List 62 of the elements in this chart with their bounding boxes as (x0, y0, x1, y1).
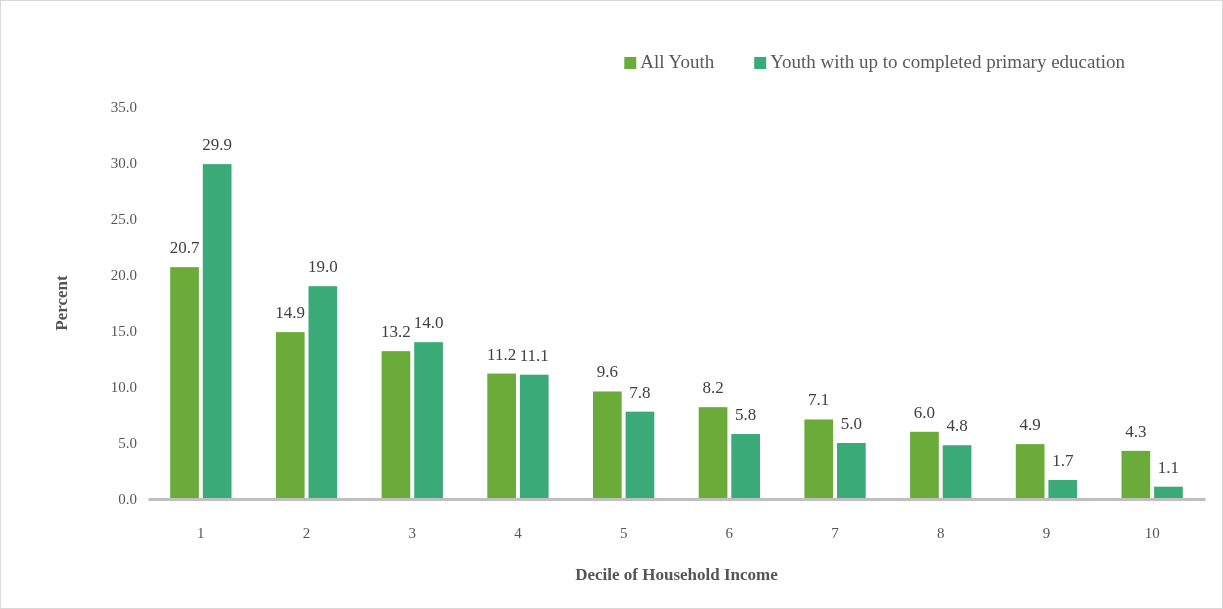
x-tick-label: 7 (831, 524, 840, 541)
bar (593, 391, 622, 499)
bar (381, 351, 411, 499)
bar (487, 373, 516, 499)
data-label: 6.0 (913, 402, 936, 422)
y-tick-label: 15.0 (110, 323, 137, 340)
x-tick-label: 5 (619, 524, 628, 541)
bar (1048, 479, 1078, 499)
data-label: 14.9 (275, 303, 306, 323)
bar (1154, 486, 1183, 499)
data-label: 5.0 (840, 414, 862, 433)
y-tick-label: 5.0 (118, 435, 137, 452)
x-axis-title: Decile of Household Income (575, 565, 779, 584)
data-label: 19.0 (307, 257, 338, 277)
data-label: 8.2 (702, 378, 724, 398)
bar (1015, 444, 1045, 499)
data-label: 4.3 (1125, 421, 1147, 441)
bar (910, 431, 939, 499)
bar (625, 411, 655, 499)
x-tick-label: 3 (408, 524, 416, 541)
x-tick-label: 1 (197, 524, 205, 541)
bar (308, 286, 338, 499)
y-tick-label: 10.0 (110, 379, 137, 396)
x-tick-label: 2 (302, 524, 311, 541)
data-label: 11.1 (519, 345, 549, 365)
bar (170, 267, 199, 499)
y-tick-label: 35.0 (110, 99, 137, 116)
y-tick-label: 30.0 (110, 155, 137, 172)
data-label: 13.2 (381, 322, 411, 342)
data-label: 4.9 (1019, 415, 1041, 435)
bar (804, 419, 834, 499)
data-label: 1.1 (1157, 457, 1180, 477)
data-label: 11.2 (487, 344, 517, 364)
x-tick-label: 10 (1144, 524, 1160, 541)
bar (202, 164, 232, 499)
y-axis-title: Percent (52, 274, 71, 331)
data-label: 9.6 (596, 362, 618, 382)
data-label: 7.1 (808, 390, 830, 410)
data-label: 1.7 (1052, 450, 1074, 470)
data-label: 4.8 (946, 416, 968, 436)
x-tick-label: 8 (937, 524, 945, 541)
bar (519, 374, 549, 499)
legend-label: All Youth (640, 51, 715, 72)
data-label: 14.0 (413, 313, 444, 333)
bar (1121, 450, 1151, 499)
data-label: 20.7 (169, 238, 200, 258)
data-label: 5.8 (735, 405, 757, 425)
legend-label: Youth with up to completed primary education (770, 51, 1126, 72)
data-label: 7.8 (629, 382, 651, 402)
bar (731, 434, 760, 499)
y-tick-label: 25.0 (110, 211, 137, 228)
bar (414, 342, 443, 499)
bar (837, 443, 866, 499)
y-tick-label: 0.0 (118, 491, 137, 508)
bar (942, 445, 972, 499)
x-tick-label: 4 (514, 524, 523, 541)
y-tick-label: 20.0 (110, 267, 137, 284)
x-tick-label: 9 (1042, 524, 1051, 541)
x-tick-label: 6 (725, 524, 734, 541)
data-label: 29.9 (202, 135, 233, 155)
bar (698, 407, 728, 499)
bar (275, 332, 305, 499)
